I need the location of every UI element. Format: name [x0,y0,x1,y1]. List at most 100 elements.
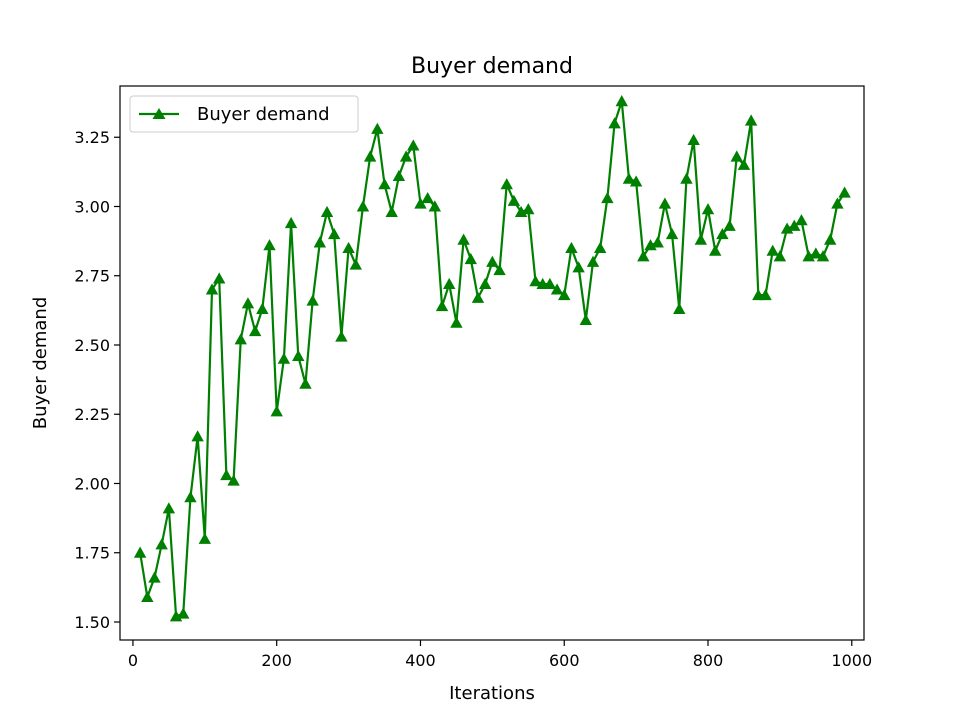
data-point [306,294,319,306]
data-point [665,227,679,240]
data-point [443,277,456,290]
x-tick-label: 0 [128,651,138,670]
data-point [651,236,664,248]
data-point [586,255,600,267]
data-point [335,330,348,342]
legend: Buyer demand [129,95,359,133]
data-point [529,275,542,287]
y-tick-label: 2.75 [74,267,110,286]
chart-title: Buyer demand [411,54,573,79]
legend-label: Buyer demand [197,104,330,125]
data-point [349,258,362,270]
x-tick-label: 400 [405,651,436,670]
y-tick-label: 1.50 [74,613,110,632]
data-point [256,302,269,314]
data-point [234,333,247,345]
data-point [572,261,585,273]
data-point [457,233,470,245]
y-tick-label: 1.75 [74,544,110,563]
data-point [788,219,801,231]
data-point [637,250,650,262]
data-point [478,277,492,290]
series-line [139,100,846,618]
data-point [270,405,283,417]
data-point [579,313,593,326]
data-point [464,252,477,265]
data-point [277,352,291,364]
data-point [399,150,413,162]
data-point [148,571,161,583]
data-point [507,194,521,206]
data-point [673,302,686,314]
data-point [450,316,463,328]
data-point [378,178,391,190]
data-point [709,244,722,256]
data-point [385,205,398,217]
data-point [205,283,219,295]
y-tick-label: 2.00 [74,474,110,493]
data-point [622,172,636,184]
data-point [320,205,334,217]
y-tick-label: 3.00 [74,197,110,216]
data-point [608,117,621,129]
data-point [723,219,736,231]
y-tick-label: 3.25 [74,128,110,147]
data-point [227,474,240,486]
data-point [363,150,377,162]
data-point [284,216,298,229]
data-point [414,197,427,209]
data-point [313,236,327,248]
data-point [356,200,370,212]
data-point [191,430,204,442]
x-tick-label: 1000 [831,651,872,670]
plot-frame [119,85,865,641]
data-point [658,197,672,209]
y-tick-label: 2.50 [74,336,110,355]
data-point [543,277,557,290]
data-point [565,241,578,254]
data-point [428,200,442,212]
legend-box [129,95,359,133]
data-point [493,264,506,276]
y-tick-label: 2.25 [74,405,110,424]
data-point [500,178,513,190]
data-point [342,241,355,254]
data-point [292,349,305,362]
data-point [162,502,176,514]
data-point [601,191,614,204]
data-point [716,227,729,240]
data-point [831,197,844,209]
data-point [299,377,312,389]
x-tick-label: 800 [693,651,724,670]
data-point [680,172,693,184]
data-point [213,272,226,284]
data-point [687,133,700,145]
data-point [593,241,607,254]
data-point [550,283,564,295]
data-point [795,214,808,226]
data-point [558,288,571,301]
data-point [629,175,643,187]
data-point [816,250,830,262]
data-point [809,247,823,259]
data-point [421,191,434,204]
data-point [198,532,212,544]
data-point [471,291,485,303]
data-point [759,288,772,301]
data-point [737,158,751,170]
data-point [371,122,384,134]
data-point [744,114,758,126]
data-point [263,239,276,251]
data-point [486,255,499,267]
data-point [773,250,787,262]
data-point [220,468,233,481]
data-point [824,233,837,245]
data-point [141,590,154,603]
data-point [177,607,190,619]
data-point [435,300,449,312]
data-point [766,244,779,256]
data-point [133,546,147,558]
data-point [248,324,262,337]
data-point [241,297,255,309]
